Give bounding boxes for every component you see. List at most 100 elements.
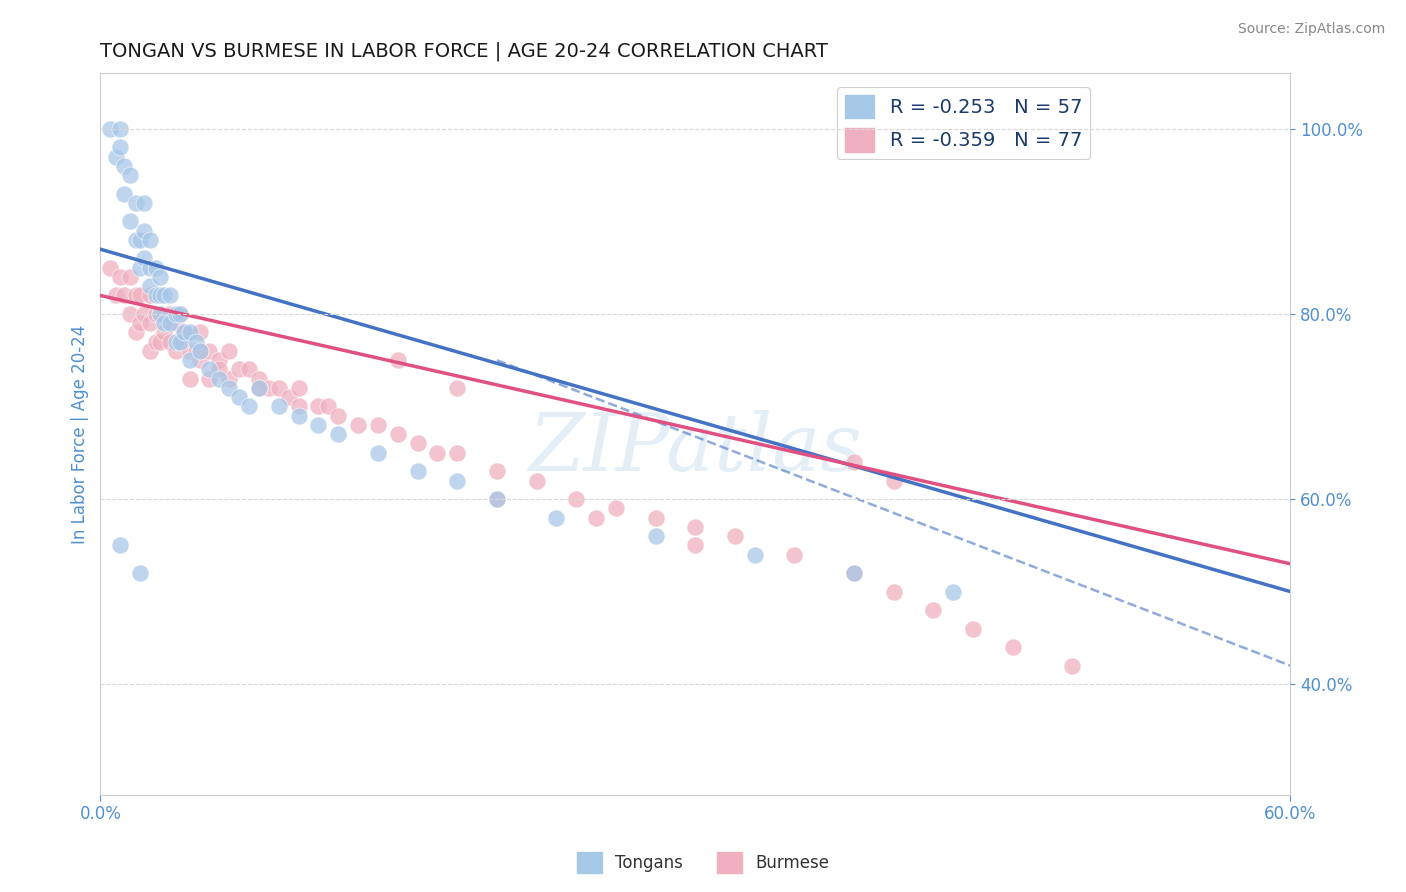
Y-axis label: In Labor Force | Age 20-24: In Labor Force | Age 20-24 xyxy=(72,325,89,544)
Point xyxy=(149,334,172,349)
Point xyxy=(387,353,409,368)
Point xyxy=(108,140,131,154)
Point xyxy=(406,436,429,450)
Point xyxy=(165,307,187,321)
Point xyxy=(112,159,135,173)
Point xyxy=(145,334,167,349)
Point xyxy=(112,288,135,302)
Point xyxy=(585,510,607,524)
Point xyxy=(257,381,280,395)
Point xyxy=(173,326,195,340)
Point xyxy=(287,381,309,395)
Point xyxy=(328,427,350,442)
Point xyxy=(347,417,370,432)
Point xyxy=(228,390,250,404)
Point xyxy=(546,510,568,524)
Point xyxy=(125,196,148,211)
Point xyxy=(165,316,187,330)
Point xyxy=(1001,640,1024,654)
Point xyxy=(565,491,588,506)
Point xyxy=(98,122,121,136)
Text: TONGAN VS BURMESE IN LABOR FORCE | AGE 20-24 CORRELATION CHART: TONGAN VS BURMESE IN LABOR FORCE | AGE 2… xyxy=(100,42,828,62)
Point xyxy=(267,400,290,414)
Point xyxy=(139,279,162,293)
Point xyxy=(198,343,221,358)
Point xyxy=(184,334,207,349)
Point xyxy=(267,381,290,395)
Text: Source: ZipAtlas.com: Source: ZipAtlas.com xyxy=(1237,22,1385,37)
Point xyxy=(644,510,666,524)
Point xyxy=(173,326,195,340)
Point xyxy=(132,307,155,321)
Point xyxy=(287,400,309,414)
Point xyxy=(132,224,155,238)
Point xyxy=(328,409,350,423)
Point xyxy=(922,603,945,617)
Point xyxy=(132,196,155,211)
Point xyxy=(605,501,627,516)
Point xyxy=(98,260,121,275)
Point xyxy=(139,288,162,302)
Point xyxy=(112,186,135,201)
Point xyxy=(198,362,221,376)
Point xyxy=(883,584,905,599)
Point xyxy=(247,372,270,386)
Text: ZIPatlas: ZIPatlas xyxy=(529,410,862,487)
Point xyxy=(188,326,211,340)
Point xyxy=(277,390,299,404)
Point xyxy=(783,548,806,562)
Point xyxy=(318,400,340,414)
Point xyxy=(683,520,706,534)
Point xyxy=(153,288,176,302)
Point xyxy=(184,343,207,358)
Point xyxy=(218,372,240,386)
Point xyxy=(145,260,167,275)
Point xyxy=(125,288,148,302)
Point xyxy=(188,343,211,358)
Point xyxy=(228,362,250,376)
Point xyxy=(139,260,162,275)
Point xyxy=(120,214,142,228)
Point xyxy=(145,288,167,302)
Point xyxy=(129,260,152,275)
Point xyxy=(125,233,148,247)
Point xyxy=(308,400,330,414)
Point xyxy=(842,566,865,580)
Point xyxy=(169,307,191,321)
Point xyxy=(247,381,270,395)
Point xyxy=(129,288,152,302)
Point xyxy=(105,288,128,302)
Point xyxy=(842,566,865,580)
Point xyxy=(179,353,201,368)
Point xyxy=(132,252,155,266)
Point xyxy=(108,269,131,284)
Point xyxy=(159,316,181,330)
Point xyxy=(149,307,172,321)
Point xyxy=(139,343,162,358)
Point xyxy=(426,446,449,460)
Point xyxy=(108,538,131,552)
Point xyxy=(153,316,176,330)
Point xyxy=(238,400,260,414)
Point xyxy=(145,307,167,321)
Point xyxy=(526,474,548,488)
Point xyxy=(129,566,152,580)
Point xyxy=(446,381,468,395)
Point xyxy=(367,417,389,432)
Point xyxy=(169,334,191,349)
Point xyxy=(485,491,508,506)
Point xyxy=(120,269,142,284)
Point xyxy=(188,343,211,358)
Point xyxy=(308,417,330,432)
Point xyxy=(129,233,152,247)
Point xyxy=(1060,658,1083,673)
Point xyxy=(188,353,211,368)
Point xyxy=(724,529,747,543)
Point xyxy=(446,446,468,460)
Point xyxy=(406,464,429,478)
Point xyxy=(198,372,221,386)
Point xyxy=(153,326,176,340)
Point xyxy=(208,372,231,386)
Point xyxy=(139,316,162,330)
Legend: Tongans, Burmese: Tongans, Burmese xyxy=(571,846,835,880)
